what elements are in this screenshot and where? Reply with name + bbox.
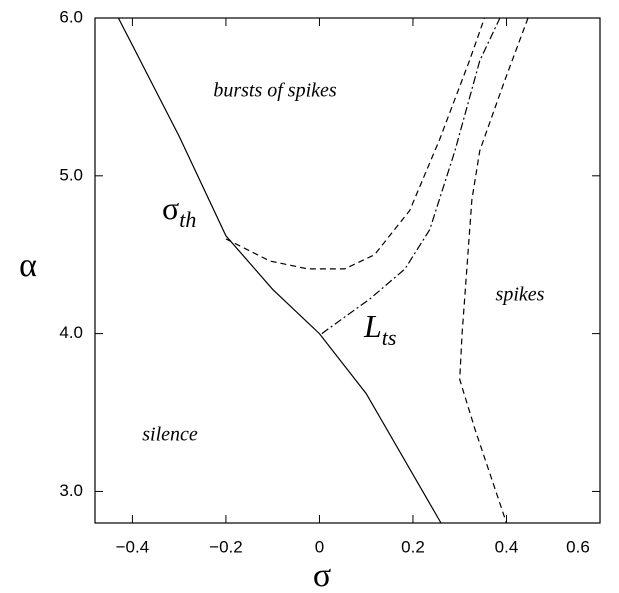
y-tick-label: 6.0 [59, 7, 83, 26]
y-tick-label: 4.0 [59, 323, 83, 342]
curve [321, 17, 501, 335]
annotation-subscript: ts [382, 325, 397, 350]
y-tick-label: 3.0 [59, 481, 83, 500]
x-tick-label: −0.4 [116, 537, 150, 556]
x-axis-title: σ [313, 557, 331, 593]
annotation: silence [142, 424, 198, 446]
annotation-subscript: th [179, 207, 196, 232]
annotation-symbol: L [363, 308, 382, 344]
annotation: σth [162, 190, 196, 232]
x-tick-label: 0.4 [495, 537, 519, 556]
annotation: Lts [363, 308, 396, 350]
plot-frame [94, 17, 601, 524]
annotation: spikes [496, 284, 545, 306]
x-tick-label: 0.6 [566, 537, 590, 556]
x-tick-label: 0 [315, 537, 324, 556]
annotation-symbol: σ [162, 190, 179, 226]
x-tick-label: 0.2 [401, 537, 425, 556]
y-tick-label: 5.0 [59, 165, 83, 184]
curve [225, 17, 486, 270]
x-tick-label: −0.2 [209, 537, 243, 556]
curve [117, 17, 442, 524]
y-axis-title: α [19, 247, 37, 284]
annotation: bursts of spikes [213, 80, 337, 102]
curve [459, 17, 529, 524]
